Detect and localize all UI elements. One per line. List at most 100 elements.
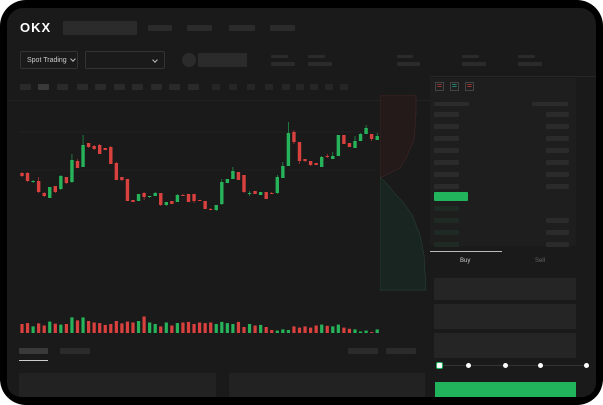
orderbook-header-amount [532, 102, 568, 106]
volume-bar-34 [209, 322, 213, 333]
app-screen: OKX Spot Trading ☰ ☰ ☰ Buy Sell [7, 8, 596, 397]
volume-bar-37 [225, 323, 229, 333]
total-input[interactable] [434, 333, 576, 358]
candle-48 [286, 133, 291, 166]
candle-47 [281, 166, 285, 178]
candle-18 [120, 177, 124, 180]
candle-60 [353, 141, 357, 148]
volume-bar-39 [236, 321, 241, 333]
volume-bar-36 [220, 321, 224, 333]
volume-bar-19 [125, 321, 130, 333]
buy-button[interactable] [435, 382, 576, 397]
depth-bids [380, 176, 427, 291]
market-selector[interactable]: Spot Trading [20, 51, 78, 69]
interval-button [20, 84, 31, 90]
candle-59 [347, 143, 352, 147]
filter-button[interactable] [348, 348, 378, 354]
nav-item[interactable] [270, 25, 295, 31]
chart-tool-icon [296, 84, 304, 90]
orderbook-both-icon[interactable]: ☰ [435, 82, 444, 91]
nav-item[interactable] [229, 25, 255, 31]
volume-bar-17 [114, 321, 118, 333]
candle-41 [247, 193, 252, 194]
candle-8 [64, 177, 69, 183]
volume-bar-38 [231, 324, 235, 333]
slider-step-100[interactable] [584, 363, 589, 368]
filter-button[interactable] [386, 348, 416, 354]
volume-bar-47 [281, 329, 285, 333]
volume-bar-48 [286, 330, 290, 333]
bid-price [434, 230, 459, 235]
slider-handle[interactable] [436, 362, 443, 369]
nav-item[interactable] [187, 25, 212, 31]
stat-value [271, 62, 295, 66]
ask-price [434, 172, 459, 177]
okx-logo[interactable]: OKX [20, 20, 52, 35]
chart-tool-icon [265, 84, 273, 90]
candle-29 [181, 195, 185, 196]
chart-tool-icon [247, 84, 255, 90]
bid-price [434, 242, 459, 247]
divider [7, 100, 430, 101]
chart-tool-icon [325, 84, 333, 90]
bid-price [434, 206, 459, 211]
chart-tool-icon [310, 84, 318, 90]
chevron-down-icon [152, 57, 158, 63]
price-input[interactable] [434, 278, 576, 300]
amount-input[interactable] [434, 304, 576, 329]
volume-bar-32 [198, 322, 202, 333]
orderbook-asks-icon[interactable]: ☰ [465, 82, 474, 91]
leverage-slider[interactable] [439, 365, 589, 366]
pair-selector[interactable] [85, 51, 165, 69]
interval-button [188, 84, 199, 90]
candle-33 [203, 201, 207, 209]
candle-46 [275, 177, 279, 193]
candle-31 [192, 194, 196, 201]
nav-item[interactable] [148, 25, 172, 31]
divider [430, 76, 596, 77]
candle-2 [31, 181, 35, 182]
price-chart[interactable] [7, 93, 430, 338]
candle-16 [109, 147, 113, 164]
candle-15 [103, 148, 107, 150]
candle-50 [297, 142, 302, 161]
active-tab-indicator [19, 360, 48, 361]
candle-4 [42, 193, 46, 196]
ask-price [434, 124, 459, 129]
candle-34 [209, 209, 213, 210]
slider-step-75[interactable] [538, 363, 543, 368]
volume-bar-35 [214, 324, 218, 333]
candle-64 [375, 136, 379, 140]
slider-step-25[interactable] [466, 363, 471, 368]
volume-bar-59 [347, 328, 352, 333]
ask-price [434, 136, 459, 141]
volume-bar-24 [153, 324, 157, 333]
chart-tool-icon [282, 84, 290, 90]
stat-value [518, 62, 542, 66]
candle-0 [20, 173, 24, 176]
bid-amount [546, 242, 569, 247]
search-bar[interactable] [63, 21, 137, 35]
tab-buy[interactable]: Buy [460, 258, 471, 264]
candle-27 [170, 201, 174, 204]
bid-price [434, 218, 459, 223]
candle-51 [303, 159, 307, 161]
candle-21 [136, 194, 141, 201]
order-book: ☰ ☰ ☰ [430, 78, 576, 247]
candle-61 [358, 134, 363, 141]
orderbook-bids-icon[interactable]: ☰ [450, 82, 459, 91]
volume-bar-12 [87, 321, 91, 333]
price-display [198, 53, 247, 67]
tab-order-history[interactable] [60, 348, 90, 354]
tab-sell[interactable]: Sell [535, 258, 546, 264]
volume-bar-33 [203, 323, 207, 333]
tab-open-orders[interactable] [19, 348, 48, 354]
slider-step-50[interactable] [503, 363, 508, 368]
chart-tool-icon [212, 84, 220, 90]
volume-bar-2 [31, 326, 35, 333]
volume-bar-9 [70, 317, 74, 333]
volume-bar-26 [164, 322, 168, 333]
chart-tool-icon [340, 84, 348, 90]
interval-button [57, 84, 68, 90]
volume-bar-52 [309, 327, 313, 333]
